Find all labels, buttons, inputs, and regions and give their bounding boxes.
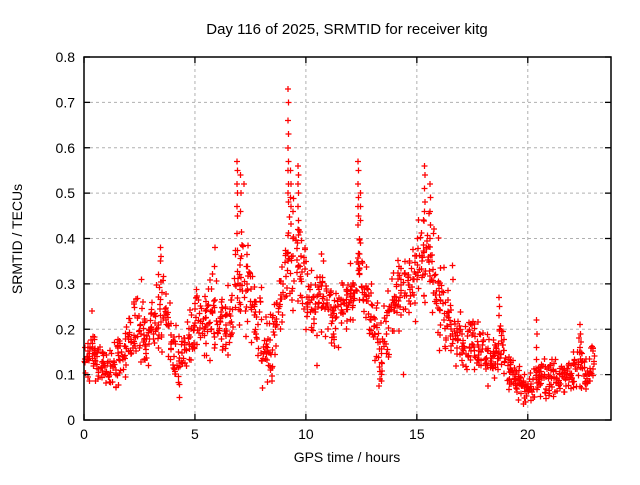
y-tick-label: 0.1 [56,367,76,383]
y-tick-label: 0 [67,412,75,428]
y-tick-label: 0.8 [56,49,76,65]
scatter-marker-path [81,86,598,407]
chart-title: Day 116 of 2025, SRMTID for receiver kit… [206,21,488,38]
y-axis-label: SRMTID / TECUs [9,184,25,294]
x-tick-label: 20 [520,426,536,442]
axes [83,56,612,421]
y-tick-label: 0.2 [56,321,76,337]
x-tick-label: 10 [298,426,314,442]
x-tick-label: 5 [191,426,199,442]
x-tick-label: 15 [409,426,425,442]
x-tick-label: 0 [80,426,88,442]
y-tick-label: 0.6 [56,140,76,156]
y-tick-label: 0.7 [56,94,76,110]
x-axis-label: GPS time / hours [294,449,401,465]
y-tick-label: 0.4 [56,231,76,247]
tick-labels: 0 5 10 15 20 0 0.1 0.2 0.3 0.4 0.5 0.6 0.7 0.8 [56,49,536,442]
grid-lines [84,57,611,420]
scatter-points [81,86,598,407]
y-tick-label: 0.5 [56,185,76,201]
y-tick-label: 0.3 [56,276,76,292]
